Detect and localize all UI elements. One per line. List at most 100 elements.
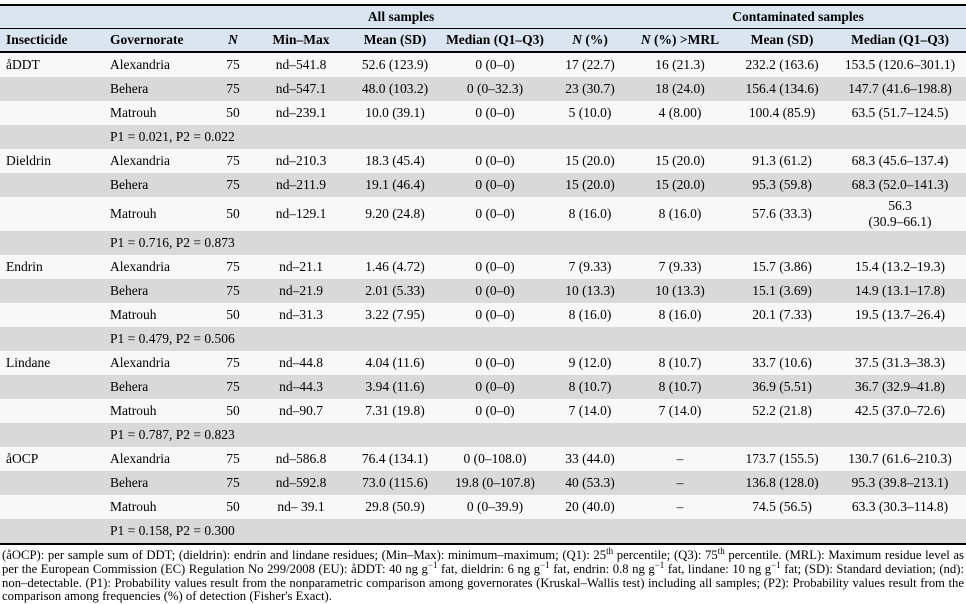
cell-min-max: nd–541.8 [275, 56, 327, 72]
cell-min-max: nd– 39.1 [277, 499, 325, 515]
cell-cont-median-q1-q3: 95.3 (39.8–213.1) [851, 475, 949, 491]
p-values: P1 = 0.479, P2 = 0.506 [110, 331, 235, 347]
p-values: P1 = 0.716, P2 = 0.873 [110, 235, 235, 251]
group-header-cell: Contaminated samples [630, 5, 966, 29]
cell-governorate: Alexandria [110, 451, 170, 467]
group-header-spacer [550, 5, 631, 29]
text-segment: Median (Q1–Q3) [446, 32, 544, 47]
cell-cont-mean-sd: 136.8 (128.0) [745, 475, 819, 491]
cell-governorate: Matrouh [110, 307, 157, 323]
cell-insecticide [0, 399, 104, 423]
table-row: Matrouh 50 nd– 39.1 29.8 (50.9) 0 (0–39.9) 20… [0, 495, 966, 520]
cell-min-max: nd–211.9 [275, 176, 327, 192]
cell-governorate: Matrouh [110, 104, 157, 120]
cell-median-q1-q3: 0 (0–0) [475, 56, 515, 72]
cell-n-pct: 10 (13.3) [565, 283, 615, 299]
table-row: Lindane Alexandria 75 nd–44.8 4.04 (11.6) 0 (… [0, 351, 966, 376]
cell-n-pct-mrl: 8 (10.7) [658, 355, 702, 371]
cell-min-max: nd–239.1 [275, 104, 327, 120]
cell-median-q1-q3: 0 (0–0) [475, 283, 515, 299]
table-row: Matrouh 50 nd–90.7 7.31 (19.8) 0 (0–0) 7 (14.… [0, 399, 966, 424]
text-segment: (%) [581, 32, 608, 47]
cell-governorate: Matrouh [110, 403, 157, 419]
text-segment: Min–Max [272, 32, 330, 47]
cell-n-pct-mrl: 8 (16.0) [658, 307, 702, 323]
cell-cont-median-q1-q3: 63.3 (30.3–114.8) [851, 499, 949, 515]
text-segment: N [640, 32, 651, 47]
cell-cont-mean-sd: 100.4 (85.9) [748, 104, 816, 120]
group-header-cell: All samples [252, 5, 551, 29]
p-values: P1 = 0.787, P2 = 0.823 [110, 427, 235, 443]
cell-cont-median-q1-q3: 68.3 (45.6–137.4) [851, 152, 949, 168]
cell-n-pct-mrl: 7 (9.33) [658, 259, 702, 275]
cell-mean-sd: 2.01 (5.33) [365, 283, 425, 299]
cell-insecticide [0, 375, 104, 399]
cell-n-pct-mrl: 16 (21.3) [655, 56, 705, 72]
cell-n-pct-mrl: 15 (20.0) [655, 152, 705, 168]
table-row: Behera 75 nd–44.3 3.94 (11.6) 0 (0–0) 8 (10.7… [0, 375, 966, 400]
cell-governorate: Behera [110, 379, 149, 395]
text-segment: −1 [427, 559, 438, 570]
text-segment: fat, endrin: 0.8 ng g [549, 561, 655, 576]
cell-insecticide [0, 197, 104, 231]
cell-n: 75 [226, 80, 240, 96]
cell-median-q1-q3: 19.8 (0–107.8) [455, 475, 535, 491]
table-row: åDDT Alexandria 75 nd–541.8 52.6 (123.9) 0 (0… [0, 52, 966, 77]
table-row: åOCP Alexandria 75 nd–586.8 76.4 (134.1) 0 (0… [0, 447, 966, 472]
cell-cont-median-q1-q3: 56.3 (30.9–66.1) [868, 198, 932, 230]
table-row: Behera 75 nd–211.9 19.1 (46.4) 0 (0–0) 15 (20… [0, 173, 966, 197]
cell-insecticide: åDDT [6, 56, 40, 72]
cell-n: 75 [226, 176, 240, 192]
cell-cont-median-q1-q3: 42.5 (37.0–72.6) [855, 403, 946, 419]
cell-cont-mean-sd: 33.7 (10.6) [752, 355, 812, 371]
cell-min-max: nd–44.8 [279, 355, 323, 371]
column-header-n-pct-mrl: N (%) >MRL [630, 28, 731, 53]
cell-cont-median-q1-q3: 37.5 (31.3–38.3) [855, 355, 946, 371]
cell-mean-sd: 10.0 (39.1) [365, 104, 425, 120]
column-header-mean-sd: Mean (SD) [350, 28, 440, 53]
text-segment: fat, lindane: 10 ng g [664, 561, 772, 576]
cell-median-q1-q3: 0 (0–0) [475, 379, 515, 395]
cell-median-q1-q3: 0 (0–32.3) [466, 80, 524, 96]
cell-cont-median-q1-q3: 19.5 (13.7–26.4) [855, 307, 946, 323]
cell-n: 75 [226, 56, 240, 72]
table-row: Endrin Alexandria 75 nd–21.1 1.46 (4.72) 0 (0… [0, 255, 966, 280]
p-values-row: P1 = 0.716, P2 = 0.873 [0, 231, 966, 256]
cell-mean-sd: 76.4 (134.1) [361, 451, 429, 467]
cell-n-pct: 17 (22.7) [565, 56, 615, 72]
column-header-cont-mean-sd: Mean (SD) [730, 28, 835, 53]
cell-insecticide: Dieldrin [6, 152, 51, 168]
text-segment: th [606, 546, 614, 557]
cell-governorate: Alexandria [110, 152, 170, 168]
text-segment: percentile. (MRL): Maximum residue level… [2, 548, 964, 576]
cell-median-q1-q3: 0 (0–0) [475, 355, 515, 371]
cell-n: 75 [226, 259, 240, 275]
cell-n-pct-mrl: 15 (20.0) [655, 176, 705, 192]
p-values: P1 = 0.021, P2 = 0.022 [110, 128, 235, 144]
cell-median-q1-q3: 0 (0–0) [475, 307, 515, 323]
cell-n-pct-mrl: – [676, 451, 684, 467]
cell-insecticide [0, 423, 104, 447]
cell-cont-mean-sd: 173.7 (155.5) [745, 451, 819, 467]
cell-insecticide [0, 125, 104, 149]
cell-cont-mean-sd: 156.4 (134.6) [745, 80, 819, 96]
cell-governorate: Alexandria [110, 259, 170, 275]
text-segment: fat, dieldrin: 6 ng g [437, 561, 541, 576]
column-header-median-q1-q3: Median (Q1–Q3) [440, 28, 551, 53]
cell-governorate: Behera [110, 176, 149, 192]
cell-min-max: nd–44.3 [279, 379, 323, 395]
table-row: Matrouh 50 nd–239.1 10.0 (39.1) 0 (0–0) 5 (10… [0, 101, 966, 125]
cell-n: 75 [226, 355, 240, 371]
cell-n-pct: 9 (12.0) [568, 355, 612, 371]
cell-n-pct-mrl: 8 (10.7) [658, 379, 702, 395]
text-segment: Median (Q1–Q3) [851, 32, 949, 47]
cell-mean-sd: 3.22 (7.95) [365, 307, 425, 323]
cell-insecticide [0, 303, 104, 327]
cell-governorate: Behera [110, 475, 149, 491]
cell-insecticide [0, 495, 104, 519]
cell-n-pct: 20 (40.0) [565, 499, 615, 515]
text-segment: Mean (SD) [750, 32, 814, 47]
cell-median-q1-q3: 0 (0–0) [475, 152, 515, 168]
cell-mean-sd: 48.0 (103.2) [361, 80, 429, 96]
cell-median-q1-q3: 0 (0–0) [475, 206, 515, 222]
